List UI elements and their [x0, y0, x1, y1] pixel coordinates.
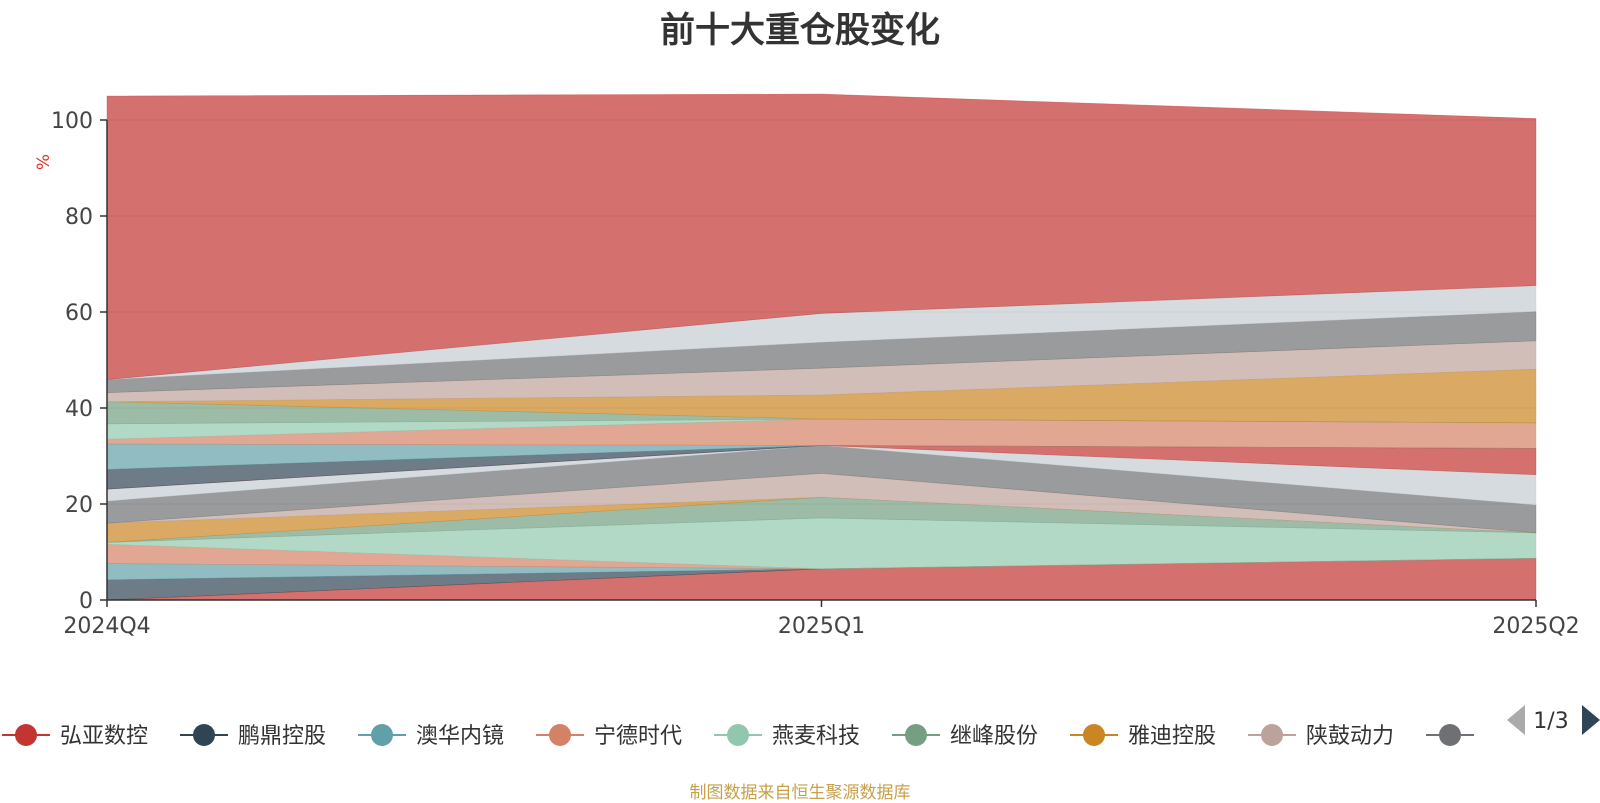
- legend-label: 陕鼓动力: [1306, 724, 1394, 749]
- plot-areas: [106, 93, 1537, 601]
- legend-marker: [1083, 724, 1105, 746]
- legend-marker: [549, 724, 571, 746]
- y-tick-label: 100: [51, 109, 93, 134]
- legend-label: 鹏鼎控股: [238, 724, 326, 749]
- y-tick-label: 20: [65, 493, 93, 518]
- legend-marker: [371, 724, 393, 746]
- legend-label: 弘亚数控: [60, 724, 148, 749]
- legend-item[interactable]: 雅迪控股: [1070, 724, 1216, 749]
- source-note: 制图数据来自恒生聚源数据库: [689, 783, 911, 803]
- chart-title: 前十大重仓股变化: [659, 11, 940, 51]
- legend-item[interactable]: 澳华内镜: [358, 724, 504, 749]
- legend-item[interactable]: 宁德时代: [536, 724, 682, 749]
- x-tick-label: 2024Q4: [63, 614, 150, 639]
- legend-item[interactable]: 弘亚数控: [2, 724, 148, 749]
- legend-marker: [1261, 724, 1283, 746]
- legend-item[interactable]: 燕麦科技: [714, 724, 860, 749]
- legend-next-icon[interactable]: [1582, 705, 1600, 735]
- legend-label: 雅迪控股: [1128, 724, 1216, 749]
- y-axis-label: %: [34, 154, 54, 170]
- legend-marker: [727, 724, 749, 746]
- legend-marker: [905, 724, 927, 746]
- legend-pager: 1/3: [1507, 705, 1600, 735]
- legend-label: 燕麦科技: [772, 724, 860, 749]
- legend-marker: [15, 724, 37, 746]
- legend-prev-icon[interactable]: [1507, 705, 1525, 735]
- legend-marker: [1439, 724, 1461, 746]
- legend-item[interactable]: [1426, 724, 1474, 746]
- legend-label: 澳华内镜: [416, 724, 504, 749]
- y-tick-label: 80: [65, 205, 93, 230]
- legend-label: 宁德时代: [594, 724, 682, 749]
- legend-page-indicator: 1/3: [1533, 709, 1568, 734]
- y-tick-label: 60: [65, 301, 93, 326]
- legend-marker: [193, 724, 215, 746]
- y-tick-label: 40: [65, 397, 93, 422]
- x-tick-label: 2025Q1: [778, 614, 865, 639]
- y-tick-label: 0: [79, 589, 93, 614]
- legend-item[interactable]: 陕鼓动力: [1248, 724, 1394, 749]
- legend-label: 继峰股份: [950, 724, 1038, 749]
- x-tick-label: 2025Q2: [1492, 614, 1579, 639]
- legend-item[interactable]: 继峰股份: [892, 724, 1038, 749]
- legend: 弘亚数控 鹏鼎控股 澳华内镜 宁德时代 燕麦科技 继峰股份 雅迪控股 陕鼓动力: [2, 724, 1474, 749]
- legend-item[interactable]: 鹏鼎控股: [180, 724, 326, 749]
- axes: 0 20 40 60 80 100 2024Q4 2025Q1 2025Q2: [51, 109, 1580, 639]
